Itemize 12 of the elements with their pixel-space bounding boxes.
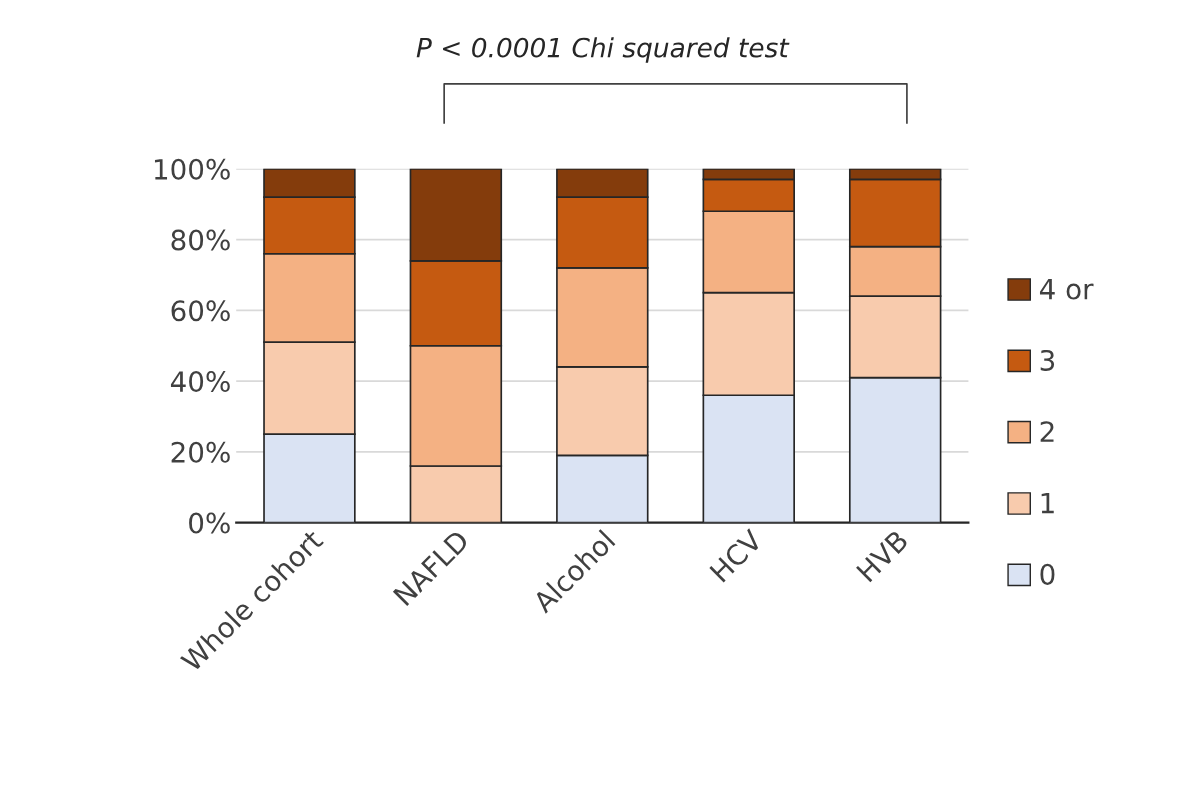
text: P < 0.0001 Chi squared test [416, 37, 790, 63]
y-tick-label: 0% [189, 512, 230, 534]
legend-label: 3 [1040, 349, 1055, 371]
y-tick-label: 20% [171, 441, 230, 463]
legend-label: 4 or [1039, 278, 1094, 300]
legend-label: 2 [1040, 421, 1054, 442]
legend-label: 1 [1041, 492, 1054, 514]
y-tick-label: 100% [154, 158, 230, 180]
y-tick-label: 40% [170, 371, 230, 393]
legend-label: 0 [1040, 563, 1055, 585]
y-tick-label: 60% [171, 300, 230, 322]
y-tick-label: 80% [171, 229, 230, 251]
